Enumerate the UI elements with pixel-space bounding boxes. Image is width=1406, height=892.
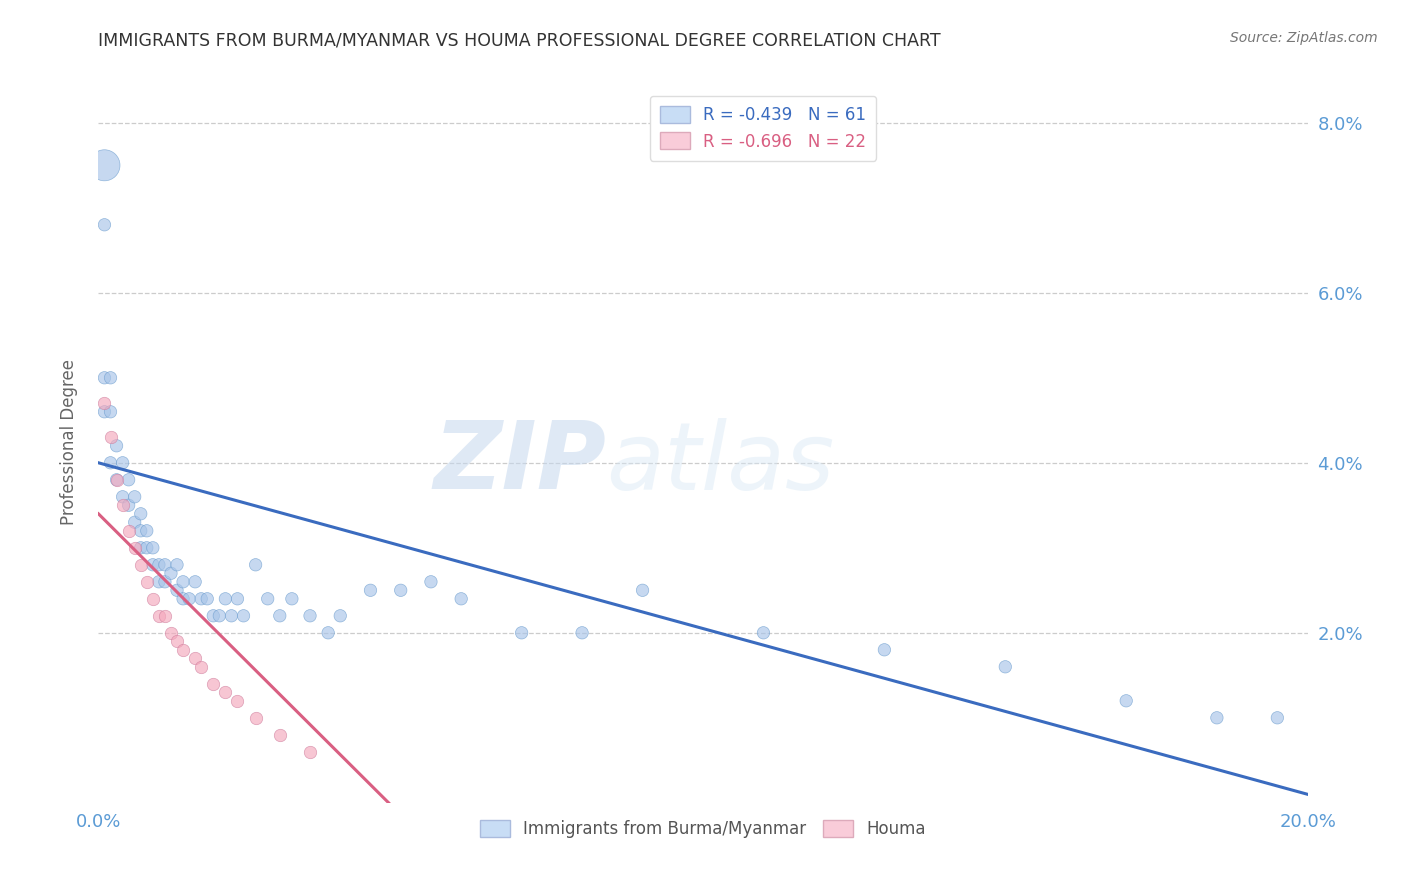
Point	[389, 583, 412, 598]
Point	[221, 608, 243, 623]
Legend: Immigrants from Burma/Myanmar, Houma: Immigrants from Burma/Myanmar, Houma	[474, 814, 932, 845]
Point	[166, 583, 188, 598]
Point	[232, 608, 254, 623]
Point	[153, 608, 176, 623]
Text: atlas: atlas	[606, 417, 835, 508]
Point	[1206, 711, 1229, 725]
Point	[135, 541, 157, 555]
Point	[420, 574, 443, 589]
Point	[269, 608, 291, 623]
Point	[245, 558, 267, 572]
Point	[226, 591, 249, 606]
Point	[93, 405, 115, 419]
Point	[100, 405, 122, 419]
Point	[111, 490, 134, 504]
Point	[360, 583, 382, 598]
Point	[93, 396, 115, 410]
Point	[124, 490, 146, 504]
Point	[100, 371, 122, 385]
Point	[118, 524, 141, 538]
Point	[873, 642, 896, 657]
Point	[184, 651, 207, 665]
Point	[179, 591, 201, 606]
Point	[118, 473, 141, 487]
Point	[1115, 694, 1137, 708]
Point	[184, 574, 207, 589]
Point	[153, 574, 176, 589]
Point	[129, 558, 152, 572]
Point	[160, 625, 183, 640]
Point	[329, 608, 352, 623]
Point	[631, 583, 654, 598]
Point	[1267, 711, 1289, 725]
Point	[129, 541, 152, 555]
Point	[195, 591, 218, 606]
Point	[142, 591, 165, 606]
Point	[214, 685, 236, 699]
Point	[510, 625, 533, 640]
Point	[208, 608, 231, 623]
Point	[148, 574, 170, 589]
Point	[142, 541, 165, 555]
Point	[245, 711, 267, 725]
Point	[202, 677, 225, 691]
Point	[994, 660, 1017, 674]
Point	[172, 574, 194, 589]
Point	[129, 524, 152, 538]
Point	[135, 574, 157, 589]
Point	[105, 439, 128, 453]
Point	[166, 558, 188, 572]
Point	[226, 694, 249, 708]
Point	[111, 456, 134, 470]
Point	[752, 625, 775, 640]
Text: ZIP: ZIP	[433, 417, 606, 509]
Point	[299, 745, 322, 759]
Point	[93, 371, 115, 385]
Point	[256, 591, 278, 606]
Point	[316, 625, 339, 640]
Point	[93, 158, 115, 172]
Point	[93, 218, 115, 232]
Point	[153, 558, 176, 572]
Point	[135, 524, 157, 538]
Point	[299, 608, 322, 623]
Point	[190, 591, 212, 606]
Point	[214, 591, 236, 606]
Point	[100, 430, 122, 444]
Point	[571, 625, 593, 640]
Point	[142, 558, 165, 572]
Text: IMMIGRANTS FROM BURMA/MYANMAR VS HOUMA PROFESSIONAL DEGREE CORRELATION CHART: IMMIGRANTS FROM BURMA/MYANMAR VS HOUMA P…	[98, 31, 941, 49]
Point	[124, 516, 146, 530]
Point	[129, 507, 152, 521]
Point	[190, 660, 212, 674]
Point	[111, 498, 134, 512]
Text: Source: ZipAtlas.com: Source: ZipAtlas.com	[1230, 31, 1378, 45]
Point	[105, 473, 128, 487]
Y-axis label: Professional Degree: Professional Degree	[59, 359, 77, 524]
Point	[100, 456, 122, 470]
Point	[124, 541, 146, 555]
Point	[172, 642, 194, 657]
Point	[118, 498, 141, 512]
Point	[105, 473, 128, 487]
Point	[148, 608, 170, 623]
Point	[281, 591, 304, 606]
Point	[202, 608, 225, 623]
Point	[160, 566, 183, 581]
Point	[172, 591, 194, 606]
Point	[166, 634, 188, 648]
Point	[450, 591, 472, 606]
Point	[269, 728, 291, 742]
Point	[148, 558, 170, 572]
